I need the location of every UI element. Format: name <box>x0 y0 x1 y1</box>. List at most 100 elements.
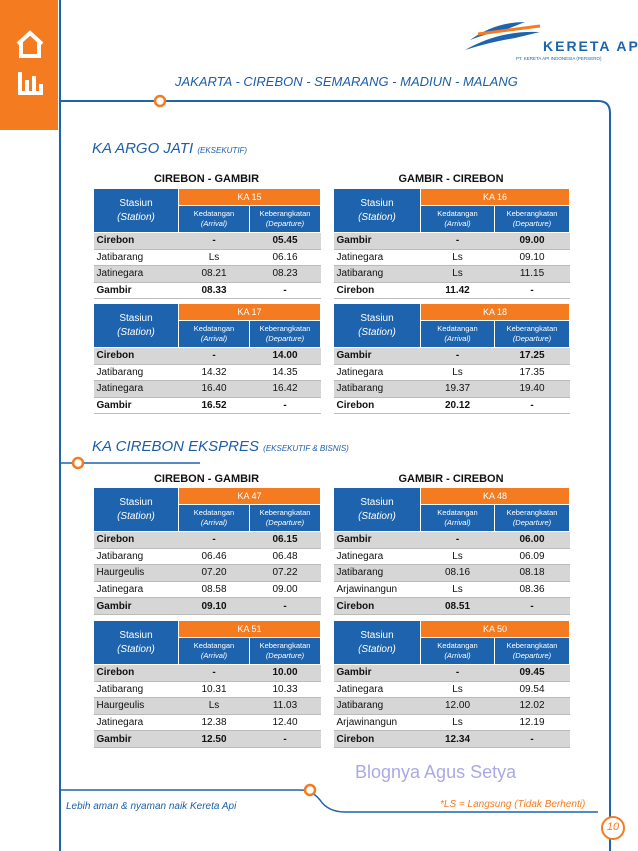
label: Kedatangan <box>424 324 491 334</box>
header-row: Stasiun(Station)KA 18 <box>334 304 570 321</box>
arrival: 08.51 <box>421 598 495 615</box>
tagline: Lebih aman & nyaman naik Kereta Api <box>66 801 236 812</box>
station: Jatibarang <box>94 681 179 698</box>
departure: 06.48 <box>250 548 321 565</box>
departure-header: Keberangkatan(Departure) <box>495 505 570 532</box>
station: Jatibarang <box>94 548 179 565</box>
row: Cirebon-10.00 <box>94 665 321 682</box>
departure: 14.35 <box>250 364 321 381</box>
row: Cirebon-05.45 <box>94 233 321 250</box>
station: Gambir <box>334 233 421 250</box>
arrival: Ls <box>421 714 495 731</box>
label-en: (Arrival) <box>201 518 227 527</box>
label-en: (Departure) <box>513 334 551 343</box>
row: Jatinegara08.5809.00 <box>94 581 321 598</box>
station: Jatinegara <box>334 548 421 565</box>
label-en: (Departure) <box>266 518 304 527</box>
arrival: Ls <box>421 249 495 266</box>
station: Arjawinangun <box>334 581 421 598</box>
departure: 09.45 <box>495 665 570 682</box>
arrival: 08.33 <box>179 282 250 299</box>
station: Gambir <box>94 731 179 748</box>
arrival: Ls <box>421 548 495 565</box>
station-header: Stasiun(Station) <box>94 488 179 532</box>
label-en: (Departure) <box>266 334 304 343</box>
row: Cirebon20.12- <box>334 397 570 414</box>
arrival-header: Kedatangan(Arrival) <box>179 638 250 665</box>
station-header: Stasiun(Station) <box>334 488 421 532</box>
timetable: Stasiun(Station)KA 17Kedatangan(Arrival)… <box>93 303 321 414</box>
label: Stasiun <box>97 496 175 510</box>
header-row: Stasiun(Station)KA 51 <box>94 621 321 638</box>
departure: - <box>250 397 321 414</box>
arrival: - <box>421 348 495 365</box>
arrival: 16.52 <box>179 397 250 414</box>
station-header: Stasiun(Station) <box>94 304 179 348</box>
label: Kedatangan <box>182 209 246 219</box>
station: Jatibarang <box>334 565 421 582</box>
logo-title: KERETA API <box>543 38 638 54</box>
arrival: - <box>421 532 495 549</box>
arrival: 10.31 <box>179 681 250 698</box>
departure: 06.09 <box>495 548 570 565</box>
departure: 06.16 <box>250 249 321 266</box>
departure: 12.40 <box>250 714 321 731</box>
station: Jatinegara <box>334 364 421 381</box>
row: JatinegaraLs09.10 <box>334 249 570 266</box>
departure: - <box>250 282 321 299</box>
timetable: Stasiun(Station)KA 51Kedatangan(Arrival)… <box>93 620 321 748</box>
arrival: 12.00 <box>421 698 495 715</box>
departure: 07.22 <box>250 565 321 582</box>
direction: CIREBON - GAMBIR <box>93 473 320 485</box>
station: Jatinegara <box>94 381 179 398</box>
station: Cirebon <box>334 282 421 299</box>
departure-header: Keberangkatan(Departure) <box>250 321 321 348</box>
arrival: Ls <box>179 249 250 266</box>
station: Gambir <box>94 282 179 299</box>
label: Stasiun <box>97 629 175 643</box>
departure-header: Keberangkatan(Departure) <box>495 638 570 665</box>
arrival: 08.58 <box>179 581 250 598</box>
station: Gambir <box>94 598 179 615</box>
arrival: 06.46 <box>179 548 250 565</box>
direction: GAMBIR - CIREBON <box>333 473 569 485</box>
label: Stasiun <box>97 312 175 326</box>
watermark: Blognya Agus Setya <box>355 762 516 783</box>
row: JatinegaraLs09.54 <box>334 681 570 698</box>
departure-header: Keberangkatan(Departure) <box>250 638 321 665</box>
row: Jatibarang08.1608.18 <box>334 565 570 582</box>
row: Jatibarang14.3214.35 <box>94 364 321 381</box>
train-number: KA 17 <box>179 304 321 321</box>
departure: 09.00 <box>250 581 321 598</box>
direction: GAMBIR - CIREBON <box>333 173 569 185</box>
station-header: Stasiun(Station) <box>94 189 179 233</box>
station: Jatibarang <box>334 266 421 283</box>
arrival-header: Kedatangan(Arrival) <box>421 505 495 532</box>
row: Jatibarang06.4606.48 <box>94 548 321 565</box>
dot <box>73 458 83 468</box>
arrival: - <box>421 233 495 250</box>
row: ArjawinangunLs08.36 <box>334 581 570 598</box>
departure: 17.35 <box>495 364 570 381</box>
departure-header: Keberangkatan(Departure) <box>250 505 321 532</box>
header-row: Stasiun(Station)KA 16 <box>334 189 570 206</box>
timetable: Stasiun(Station)KA 15Kedatangan(Arrival)… <box>93 188 321 299</box>
train-number: KA 18 <box>421 304 570 321</box>
row: Gambir-06.00 <box>334 532 570 549</box>
ls-note: *LS = Langsung (Tidak Berhenti) <box>440 799 585 810</box>
sidebar <box>0 0 58 130</box>
arrival: 12.38 <box>179 714 250 731</box>
label: Kedatangan <box>424 508 491 518</box>
label-en: (Arrival) <box>444 651 470 660</box>
header-row: Stasiun(Station)KA 50 <box>334 621 570 638</box>
station: Jatibarang <box>94 249 179 266</box>
row: Cirebon08.51- <box>334 598 570 615</box>
departure: 12.02 <box>495 698 570 715</box>
train-number: KA 15 <box>179 189 321 206</box>
row: Gambir09.10- <box>94 598 321 615</box>
label-en: (Departure) <box>513 219 551 228</box>
dot <box>155 96 165 106</box>
arrival: Ls <box>421 266 495 283</box>
departure-header: Keberangkatan(Departure) <box>250 206 321 233</box>
station: Gambir <box>334 532 421 549</box>
